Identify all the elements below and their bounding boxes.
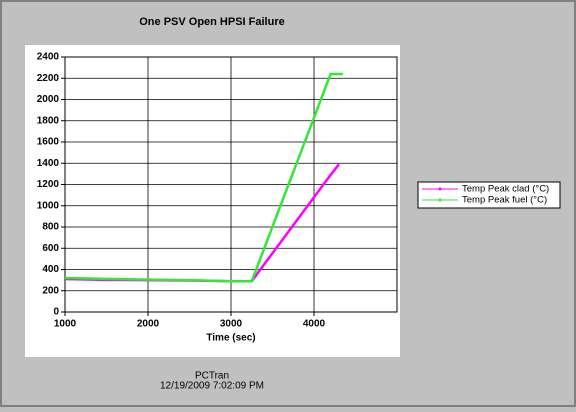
- plot-panel: [25, 45, 400, 357]
- y-tick-label: 2000: [37, 94, 60, 105]
- x-tick-label: 2000: [137, 319, 160, 330]
- y-tick-label: 800: [42, 222, 59, 233]
- y-tick-label: 1600: [37, 137, 60, 148]
- y-tick-label: 600: [42, 243, 59, 254]
- y-tick-label: 1000: [37, 200, 60, 211]
- x-tick-label: 3000: [220, 319, 243, 330]
- footer: 12/19/2009 7:02:09 PM: [160, 381, 264, 392]
- legend-swatch: [438, 198, 442, 202]
- legend-label: Temp Peak clad (°C): [462, 184, 549, 195]
- x-tick-label: 4000: [303, 319, 326, 330]
- x-axis-label: Time (sec): [206, 333, 255, 344]
- footer: PCTran: [195, 371, 229, 382]
- y-tick-label: 200: [42, 285, 59, 296]
- chart-title: One PSV Open HPSI Failure: [139, 16, 284, 28]
- legend-box: [417, 181, 561, 209]
- x-tick-label: 1000: [54, 319, 77, 330]
- legend-label: Temp Peak fuel (°C): [462, 195, 547, 206]
- y-tick-label: 2400: [37, 52, 60, 63]
- data-line: [64, 72, 344, 283]
- y-tick-label: 1800: [37, 115, 60, 126]
- y-tick-label: 400: [42, 264, 59, 275]
- legend-swatch: [438, 187, 442, 191]
- y-tick-label: 1200: [37, 179, 60, 190]
- y-tick-label: 2200: [37, 73, 60, 84]
- y-tick-label: 1400: [37, 158, 60, 169]
- y-tick-label: 0: [53, 307, 59, 318]
